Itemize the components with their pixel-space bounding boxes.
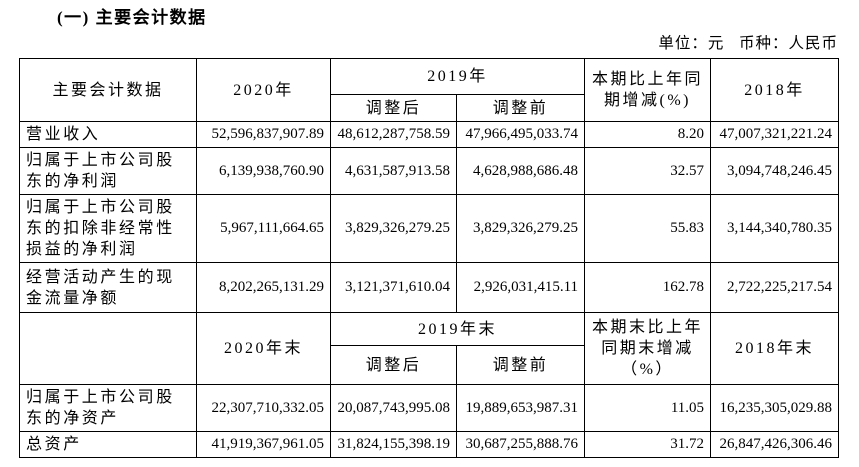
s1-subheader-adjusted: 调整后 [330,94,457,122]
value-2018-cell: 3,144,340,780.35 [710,194,840,263]
value-adjusted-cell: 20,087,743,995.08 [330,384,457,432]
s1-header-2020: 2020年 [196,58,331,122]
change-cell: 8.20 [584,121,712,148]
value-adjusted-cell: 31,824,155,398.19 [330,431,457,458]
accounting-data-table: 主要会计数据 2020年 2019年 本期比上年同期增减(%) 2018年 调整… [19,58,840,458]
value-adjusted-cell: 3,121,371,610.04 [330,262,457,313]
row-label-cell: 总资产 [19,431,197,458]
value-adjusted-cell: 4,631,587,913.58 [330,147,457,195]
value-2020-cell: 52,596,837,907.89 [196,121,331,148]
s1-subheader-pre-adjust: 调整前 [455,94,586,122]
s2-header-row-2: 调整后 调整前 [20,345,839,385]
value-2018-cell: 2,722,225,217.54 [710,262,840,313]
unit-note: 单位：元 币种：人民币 [658,35,838,52]
s1-header-row-1: 主要会计数据 2020年 2019年 本期比上年同期增减(%) 2018年 [19,58,840,122]
page-title: (一) 主要会计数据 [57,8,207,27]
table-row-revenue: 营业收入 52,596,837,907.89 48,612,287,758.59… [19,121,840,148]
table-row-net-profit: 归属于上市公司股东的净利润 6,139,938,760.90 4,631,587… [19,147,840,195]
s2-subheader-adjusted: 调整后 [330,345,457,385]
value-pre-adjust-cell: 19,889,653,987.31 [455,384,586,432]
value-2020-cell: 22,307,710,332.05 [196,384,331,432]
value-2020-cell: 6,139,938,760.90 [196,147,331,195]
s1-header-yoy-change: 本期比上年同期增减(%) [584,58,712,122]
s2-header-2018-end: 2018年末 [710,312,840,385]
row-label-cell: 营业收入 [19,121,197,148]
value-2018-cell: 47,007,321,221.24 [710,121,840,148]
change-cell: 11.05 [584,384,712,432]
change-cell: 162.78 [584,262,712,313]
row-label-cell: 归属于上市公司股东的扣除非经常性损益的净利润 [19,194,197,263]
s1-header-2019-group: 2019年 [329,58,586,95]
s2-header-2020-end: 2020年末 [196,312,331,385]
value-adjusted-cell: 3,829,326,279.25 [330,194,457,263]
s2-header-empty-cell [19,312,197,385]
s2-subheader-pre-adjust: 调整前 [455,345,586,385]
row-label-cell: 归属于上市公司股东的净利润 [19,147,197,195]
value-pre-adjust-cell: 47,966,495,033.74 [455,121,586,148]
change-cell: 55.83 [584,194,712,263]
value-2018-cell: 26,847,426,306.46 [710,431,840,458]
table-row-deducted-net-profit: 归属于上市公司股东的扣除非经常性损益的净利润 5,967,111,664.65 … [19,194,840,263]
row-label-cell: 归属于上市公司股东的净资产 [19,384,197,432]
s1-header-main-label: 主要会计数据 [19,58,197,122]
value-pre-adjust-cell: 30,687,255,888.76 [455,431,586,458]
change-cell: 31.72 [584,431,712,458]
row-label-cell: 经营活动产生的现金流量净额 [19,262,197,313]
value-2018-cell: 3,094,748,246.45 [710,147,840,195]
s1-header-row-2: 调整后 调整前 [20,94,839,122]
table-row-operating-cash-flow: 经营活动产生的现金流量净额 8,202,265,131.29 3,121,371… [19,262,840,313]
s2-header-row-1: 2020年末 2019年末 本期末比上年同期末增减（%） 2018年末 [19,312,840,385]
value-2020-cell: 41,919,367,961.05 [196,431,331,458]
s2-header-end-change: 本期末比上年同期末增减（%） [584,312,712,385]
value-pre-adjust-cell: 2,926,031,415.11 [455,262,586,313]
table-row-total-assets: 总资产 41,919,367,961.05 31,824,155,398.19 … [19,431,840,458]
s1-header-2018: 2018年 [710,58,840,122]
value-pre-adjust-cell: 3,829,326,279.25 [455,194,586,263]
value-adjusted-cell: 48,612,287,758.59 [330,121,457,148]
value-pre-adjust-cell: 4,628,988,686.48 [455,147,586,195]
s2-header-2019-end-group: 2019年末 [329,312,586,346]
table-row-net-assets: 归属于上市公司股东的净资产 22,307,710,332.05 20,087,7… [19,384,840,432]
value-2020-cell: 8,202,265,131.29 [196,262,331,313]
change-cell: 32.57 [584,147,712,195]
value-2018-cell: 16,235,305,029.88 [710,384,840,432]
value-2020-cell: 5,967,111,664.65 [196,194,331,263]
